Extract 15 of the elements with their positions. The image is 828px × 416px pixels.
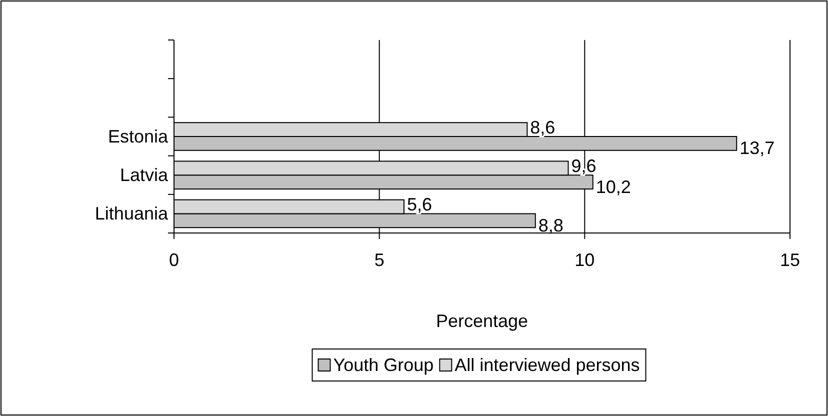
data-label: 10,2 [596, 176, 631, 197]
x-tick-label: 10 [574, 250, 595, 270]
data-label: 8,8 [538, 215, 564, 236]
x-tick-label: 15 [780, 250, 800, 270]
y-tick-label: Estonia [108, 126, 169, 146]
x-axis-title: Percentage [436, 311, 528, 331]
data-label: 5,6 [406, 194, 432, 214]
y-tick-label: Lithuania [94, 203, 169, 224]
data-label: 8,6 [530, 117, 556, 138]
data-label: 13,7 [740, 138, 775, 158]
x-tick-label: 0 [168, 250, 180, 270]
y-tick-label: Latvia [120, 164, 169, 185]
x-tick-label: 5 [374, 250, 384, 270]
legend-label: Youth Group [333, 354, 434, 375]
legend-label: All interviewed persons [454, 354, 640, 375]
